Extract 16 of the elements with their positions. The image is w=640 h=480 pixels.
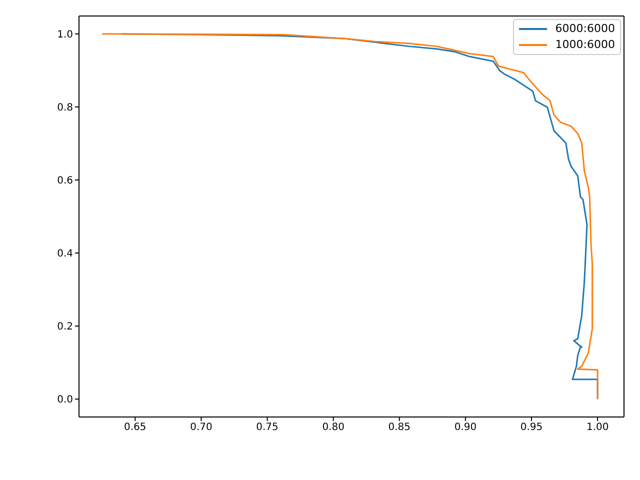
x-tick-label: 0.70 [190,422,212,434]
x-tick-label: 1.00 [586,422,609,434]
y-tick-label: 0.6 [57,176,73,187]
legend-label: 1000:6000 [555,37,615,53]
x-tick-label: 0.90 [454,422,477,434]
y-tick-label: 0.4 [57,248,73,260]
x-tick-label: 0.75 [256,422,278,434]
y-tick-label: 1.0 [57,29,73,40]
x-tick-label: 0.85 [388,422,411,434]
legend-label: 6000:6000 [555,21,615,37]
x-tick-label: 0.65 [124,422,146,434]
y-tick-label: 0.8 [57,102,73,114]
x-tick-label: 0.80 [322,422,344,434]
y-tick-label: 0.2 [57,322,73,333]
y-tick-label: 0.0 [57,394,73,406]
x-tick-label: 0.95 [520,422,543,434]
